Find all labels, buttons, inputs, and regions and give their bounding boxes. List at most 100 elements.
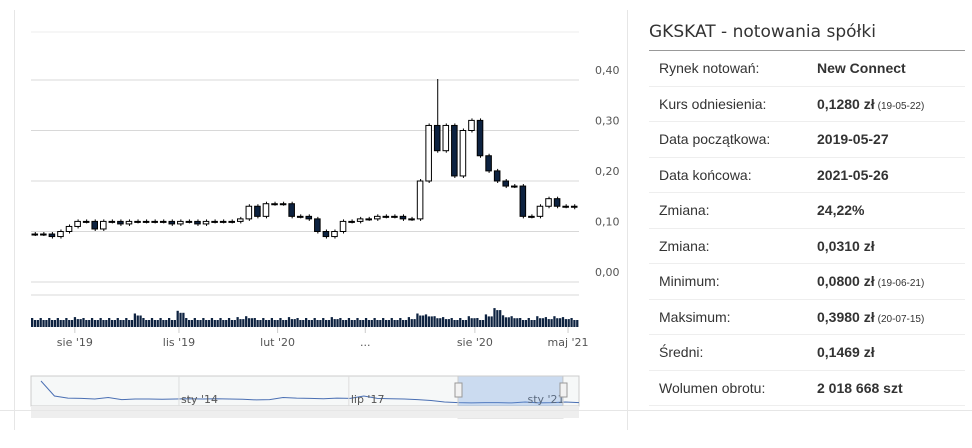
info-value-text: 0,0310 zł	[817, 237, 875, 254]
volume-bar	[236, 317, 239, 327]
volume-bar	[262, 318, 265, 327]
info-value-text: 2021-05-26	[817, 166, 889, 183]
volume-bar	[153, 320, 156, 327]
volume-bar	[519, 318, 522, 327]
volume-bar	[484, 314, 488, 327]
volume-bar	[70, 320, 74, 327]
navigator-line	[40, 380, 580, 404]
volume-bar	[245, 316, 248, 327]
candle	[262, 203, 270, 217]
volume-bar	[419, 315, 422, 327]
volume-bar	[145, 320, 148, 327]
candle	[185, 220, 193, 223]
volume-bar	[253, 318, 256, 327]
volume-bar	[356, 318, 359, 327]
volume-bar	[399, 318, 402, 327]
volume-bar	[324, 320, 328, 327]
candle	[416, 180, 424, 220]
candle	[271, 203, 278, 206]
candle	[254, 205, 261, 217]
info-label: Data początkowa:	[659, 131, 771, 148]
volume-bar	[207, 320, 211, 327]
volume-bar	[73, 317, 77, 327]
info-value-text: 24,22%	[817, 202, 865, 219]
info-value: 0,3980 zł (20-07-15)	[817, 309, 924, 325]
candle	[31, 233, 39, 236]
volume-bar	[205, 320, 208, 327]
volume-bar	[310, 320, 313, 327]
candle	[553, 198, 561, 207]
volume-bar	[76, 319, 79, 327]
volume-bar	[62, 320, 65, 327]
volume-bar	[267, 320, 271, 327]
volume-bar	[461, 320, 465, 327]
volume-bar	[31, 318, 34, 327]
volume-bar	[110, 320, 114, 327]
navigator-scrollbar[interactable]	[31, 406, 579, 418]
candle	[476, 119, 484, 157]
volume-bar	[464, 320, 468, 327]
volume-bar	[233, 320, 236, 327]
volume-bar	[227, 318, 231, 327]
volume-bar	[456, 320, 459, 327]
candle	[296, 215, 304, 218]
volume-bar	[36, 320, 39, 327]
navigator-label: sty '14	[181, 393, 218, 406]
info-label: Rynek notowań:	[659, 60, 760, 77]
volume-bar	[82, 318, 85, 327]
x-tick-label: sie '19	[57, 336, 93, 349]
volume-bar	[373, 318, 376, 327]
volume-bar	[122, 320, 125, 327]
volume-bar	[316, 320, 319, 327]
volume-bar	[379, 320, 382, 327]
navigator-label: lip '17	[351, 393, 385, 406]
volume-bar	[105, 320, 108, 327]
candle	[314, 218, 321, 232]
volume-bar	[59, 320, 62, 327]
navigator-handle[interactable]	[559, 382, 568, 398]
candle	[442, 124, 450, 152]
volume-bar	[536, 316, 539, 327]
candle	[245, 205, 253, 220]
volume-bar	[190, 320, 194, 327]
candle	[528, 215, 535, 218]
volume-bar	[273, 320, 276, 327]
volume-bar	[344, 320, 348, 327]
volume-bar	[150, 318, 154, 327]
volume-bar	[450, 318, 453, 327]
volume-bar	[285, 320, 288, 327]
volume-bar	[516, 318, 519, 327]
volume-bar	[447, 319, 450, 327]
volume-bar	[185, 318, 188, 327]
candle	[219, 220, 227, 223]
info-row: Zmiana: 0,0310 zł	[649, 229, 965, 264]
volume-bar	[390, 318, 393, 327]
volume-bar	[384, 320, 388, 327]
volume-bar	[573, 320, 576, 327]
volume-bar	[305, 318, 308, 327]
volume-bar	[436, 318, 439, 327]
volume-bar	[362, 320, 365, 327]
candle	[519, 185, 527, 217]
volume-bar	[350, 320, 353, 327]
volume-bar	[33, 320, 37, 327]
volume-bar	[319, 320, 322, 327]
candle	[91, 220, 98, 230]
panel-title: GKSKAT - notowania spółki	[649, 10, 965, 51]
candle	[322, 231, 330, 238]
volume-bar	[347, 318, 351, 327]
volume-bar	[165, 320, 168, 327]
navigator-handle[interactable]	[454, 382, 463, 398]
volume-bar	[527, 318, 530, 327]
volume-bar	[168, 318, 171, 327]
price-chart[interactable]: 0,00 0,10 0,20 0,30 0,40 sie '19 lis '19 lut '2…	[15, 10, 627, 430]
candle	[134, 220, 141, 223]
volume-bar	[473, 318, 476, 327]
info-value-text: 2 018 668 szt	[817, 379, 903, 396]
candle	[391, 215, 398, 218]
volume-bar	[213, 320, 216, 327]
volume-bar	[396, 320, 399, 327]
volume-bar	[553, 316, 556, 327]
candle	[536, 205, 544, 217]
candle	[159, 220, 167, 223]
